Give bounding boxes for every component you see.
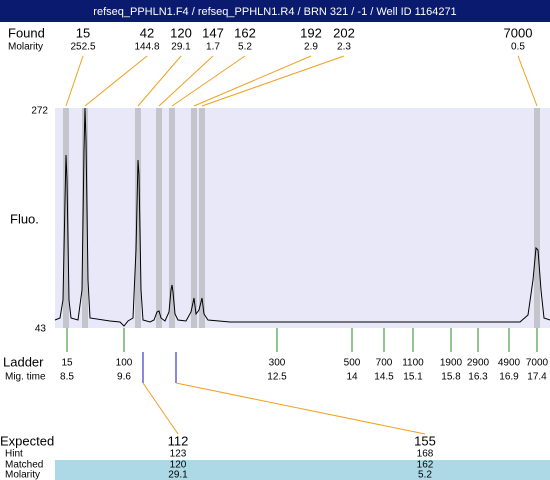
trace — [54, 107, 550, 327]
expected-row-label: Matched — [5, 460, 43, 471]
found-size: 15 — [76, 25, 90, 40]
found-molarity: 29.1 — [171, 42, 191, 53]
peak-connector — [517, 55, 538, 107]
connector — [175, 382, 426, 435]
peak-band — [156, 108, 162, 328]
found-molarity: 1.7 — [206, 42, 220, 53]
matched-row-bg — [55, 460, 550, 480]
found-molarity: 252.5 — [70, 42, 95, 53]
ladder-size: 1900 — [440, 358, 463, 369]
ladder-time: 16.3 — [468, 372, 488, 383]
ladder-size: 300 — [269, 358, 286, 369]
found-size: 7000 — [504, 25, 533, 40]
ladder-time: 14.5 — [374, 372, 394, 383]
title-bar — [0, 0, 550, 22]
expected-row-label: Hint — [5, 449, 23, 460]
y-min-label: 43 — [35, 324, 47, 335]
molarity-label: Molarity — [8, 42, 43, 53]
ladder-size: 7000 — [526, 358, 549, 369]
found-size: 192 — [300, 25, 322, 40]
ladder-size: 4900 — [498, 358, 521, 369]
y-max-label: 272 — [31, 106, 48, 117]
peak-band — [191, 108, 197, 328]
ladder-size: 2900 — [467, 358, 490, 369]
ladder-time: 9.6 — [117, 372, 131, 383]
mig-time-label: Mig. time — [5, 372, 46, 383]
ladder-size: 100 — [116, 358, 133, 369]
found-molarity: 2.9 — [304, 42, 318, 53]
peak-connector — [137, 55, 182, 107]
title: refseq_PPHLN1.F4 / refseq_PPHLN1.R4 / BR… — [93, 6, 456, 18]
ladder-size: 500 — [344, 358, 361, 369]
expected-value: 120 — [170, 460, 187, 471]
peak-connector — [201, 55, 345, 107]
ladder-size: 700 — [376, 358, 393, 369]
peak-band — [199, 108, 205, 328]
peak-band — [135, 108, 141, 328]
found-size: 162 — [234, 25, 256, 40]
ladder-time: 8.5 — [60, 372, 74, 383]
ladder-size: 15 — [61, 358, 73, 369]
peak-connector — [171, 55, 246, 107]
found-label: Found — [8, 25, 45, 40]
found-size: 147 — [202, 25, 224, 40]
y-axis-label: Fluo. — [10, 211, 39, 226]
peak-band — [534, 108, 540, 328]
found-size: 42 — [140, 25, 154, 40]
ladder-time: 14 — [346, 372, 358, 383]
peak-connector — [65, 55, 84, 107]
peak-connector — [193, 55, 312, 107]
peak-band — [63, 108, 69, 328]
found-size: 202 — [333, 25, 355, 40]
peak-band — [169, 108, 175, 328]
expected-value: 168 — [417, 449, 434, 460]
found-molarity: 0.5 — [511, 42, 525, 53]
peak-connector — [84, 55, 148, 107]
found-molarity: 5.2 — [238, 42, 252, 53]
expected-value: 123 — [170, 449, 187, 460]
expected-row-label: Expected — [0, 433, 54, 448]
expected-value: 112 — [168, 433, 189, 448]
ladder-time: 15.8 — [441, 372, 461, 383]
expected-value: 162 — [417, 460, 434, 471]
ladder-time: 15.1 — [403, 372, 423, 383]
found-size: 120 — [170, 25, 192, 40]
peak-band — [82, 108, 88, 328]
expected-row-label: Molarity — [5, 470, 40, 480]
found-molarity: 144.8 — [134, 42, 159, 53]
expected-value: 155 — [414, 433, 436, 448]
ladder-time: 16.9 — [499, 372, 519, 383]
peak-connector — [158, 55, 214, 107]
ladder-time: 12.5 — [267, 372, 287, 383]
plot-area — [55, 108, 550, 328]
ladder-size: 1100 — [402, 358, 424, 369]
expected-value: 29.1 — [168, 470, 188, 480]
connector — [142, 382, 179, 435]
ladder-time: 17.4 — [527, 372, 547, 383]
found-molarity: 2.3 — [337, 42, 351, 53]
expected-value: 5.2 — [418, 470, 432, 480]
ladder-label: Ladder — [3, 354, 44, 369]
